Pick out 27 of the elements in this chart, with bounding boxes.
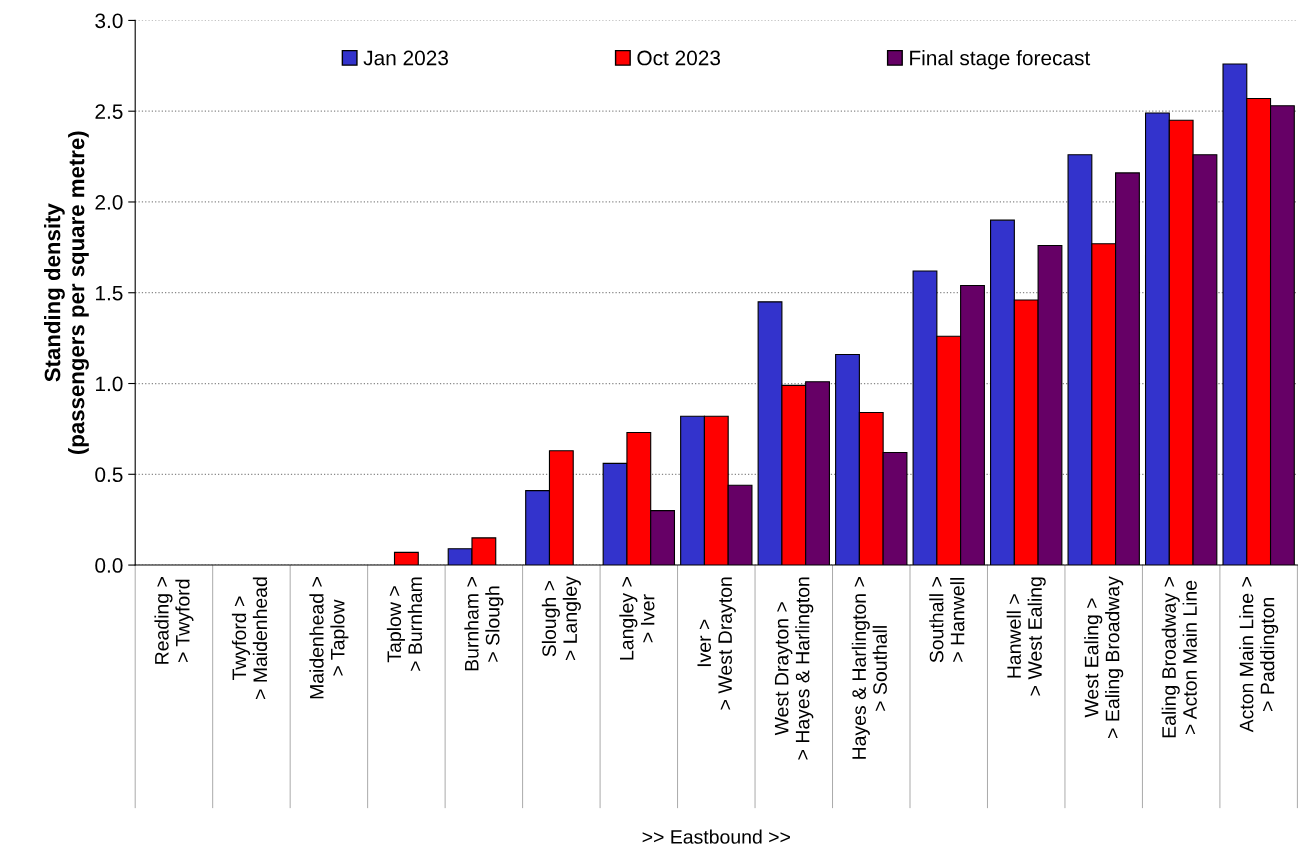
x-tick-label: Reading > > Twyford — [154, 577, 194, 664]
y-tick-label: 0.0 — [95, 558, 123, 573]
legend-label: Oct 2023 — [637, 50, 721, 66]
x-axis-title: >> Eastbound >> — [642, 829, 790, 844]
x-tick-label: Hayes & Harlington > > Southall — [851, 577, 887, 759]
x-tick-label: Burnham > > Slough — [464, 577, 504, 671]
x-tick-label: Southall > > Hanwell — [929, 577, 965, 663]
x-tick-label: Acton Main Line > > Paddington — [1239, 577, 1279, 733]
x-tick-label: Slough > > Langley — [541, 576, 581, 661]
y-tick-label: 3.0 — [95, 13, 123, 29]
y-tick-label: 1.0 — [96, 376, 123, 392]
y-tick-label: 2.5 — [95, 104, 123, 119]
x-tick-label: Twyford > > Maidenhead — [231, 577, 268, 699]
x-tick-label: West Drayton > > Hayes & Harlington — [774, 577, 814, 760]
legend-label: Jan 2023 — [363, 50, 448, 66]
x-tick-label: Taplow > > Burnham — [386, 577, 423, 671]
y-tick-label: 0.5 — [95, 467, 123, 483]
x-tick-label: Hanwell > > West Ealing — [1006, 577, 1046, 696]
y-tick-label: 2.0 — [95, 194, 123, 210]
x-tick-label: Langley > > Iver — [619, 577, 655, 660]
legend-label: Final stage forecast — [910, 50, 1091, 70]
x-tick-label: Iver > > West Drayton — [697, 577, 736, 710]
x-tick-label: Maidenhead > > Taplow — [309, 577, 349, 699]
y-axis-title: Standing density (passengers per square metre) — [44, 131, 89, 455]
x-tick-label: Ealing Broadway > > Acton Main Line — [1161, 577, 1197, 738]
y-tick-label: 1.5 — [96, 285, 123, 301]
x-tick-label: West Ealing > > Ealing Broadway — [1084, 576, 1124, 738]
